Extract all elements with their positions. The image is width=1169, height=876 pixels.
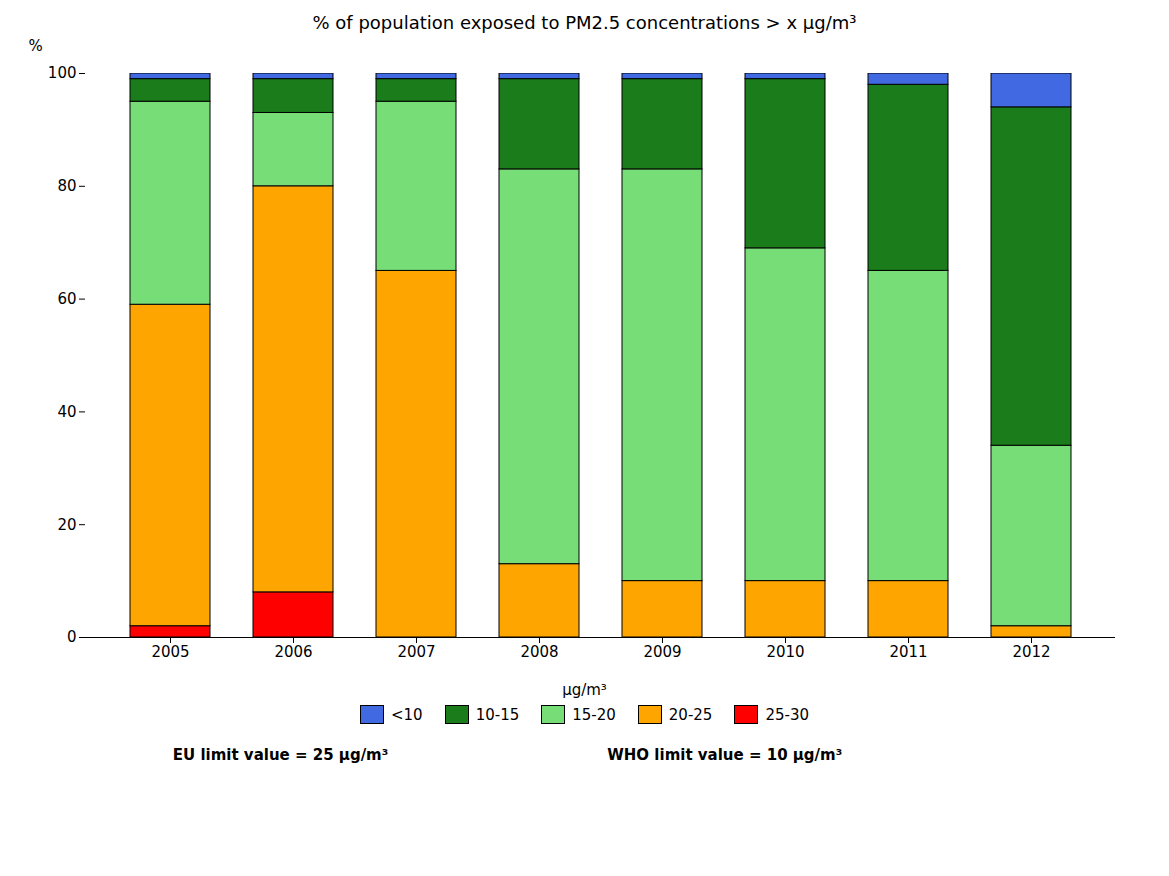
svg-text:0: 0: [66, 628, 76, 646]
svg-text:100: 100: [47, 64, 76, 82]
svg-text:2010: 2010: [766, 643, 804, 661]
svg-text:80: 80: [57, 177, 76, 195]
html-text:20-25: 20-25: [668, 705, 713, 724]
html-text:25-30: 25-30: [765, 705, 809, 724]
html-text:<10: <10: [391, 705, 423, 724]
svg-text:2006: 2006: [274, 643, 312, 661]
svg-text:20: 20: [57, 516, 76, 534]
svg-text:40: 40: [57, 403, 76, 421]
svg-text:2009: 2009: [643, 643, 681, 661]
svg-text:2011: 2011: [889, 643, 927, 661]
html-text:μg/m³: μg/m³: [562, 681, 607, 699]
svg-text:2007: 2007: [397, 643, 435, 661]
html-text:EU limit value = 25 μg/m³: EU limit value = 25 μg/m³: [172, 746, 389, 764]
html-text:15-20: 15-20: [572, 705, 616, 724]
html-text:10-15: 10-15: [475, 705, 520, 724]
svg-text:2012: 2012: [1012, 643, 1050, 661]
svg-text:60: 60: [57, 290, 76, 308]
svg-text:2005: 2005: [151, 643, 189, 661]
html-text:WHO limit value = 10 μg/m³: WHO limit value = 10 μg/m³: [607, 746, 843, 764]
html-text:% of population exposed to PM2: % of population exposed to PM2.5 concent…: [312, 12, 857, 33]
svg-text:2008: 2008: [520, 643, 558, 661]
svg-text:%: %: [28, 37, 42, 55]
